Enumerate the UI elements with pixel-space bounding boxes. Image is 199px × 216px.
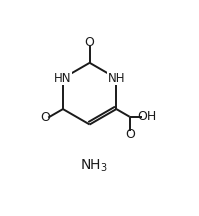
Text: O: O bbox=[125, 128, 135, 141]
Text: O: O bbox=[85, 36, 95, 49]
Text: OH: OH bbox=[137, 110, 157, 123]
Text: NH: NH bbox=[108, 72, 125, 85]
Text: HN: HN bbox=[54, 72, 72, 85]
Text: O: O bbox=[40, 111, 50, 124]
Text: NH$_3$: NH$_3$ bbox=[80, 158, 108, 174]
